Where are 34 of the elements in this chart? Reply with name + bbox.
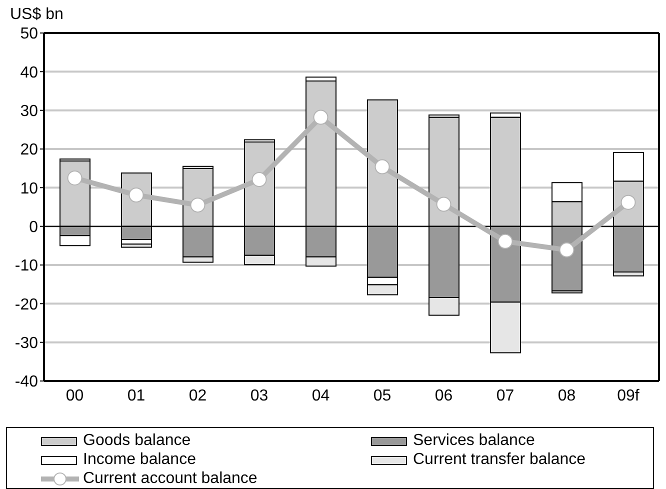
legend-label: Goods balance (83, 431, 191, 450)
y-tick-label: 20 (20, 142, 38, 159)
y-tick-label: 40 (20, 64, 38, 82)
x-tick-label: 03 (250, 387, 268, 404)
y-tick-label: -30 (14, 335, 38, 352)
x-tick-label: 05 (373, 387, 392, 404)
legend-label: Current account balance (83, 469, 258, 488)
legend-label: Services balance (413, 431, 535, 450)
y-tick-label: 10 (20, 180, 38, 198)
x-tick-label: 02 (188, 387, 207, 404)
legend-label: Current transfer balance (413, 450, 586, 469)
y-tick-label: 0 (29, 219, 38, 236)
point (190, 198, 206, 213)
x-tick-label: 01 (127, 387, 146, 404)
y-tick-label: 30 (20, 103, 38, 120)
legend-label: Income balance (83, 450, 196, 469)
point (252, 172, 267, 188)
x-tick-label: 09f (617, 387, 640, 404)
y-tick-label: -10 (14, 258, 38, 275)
point (559, 242, 574, 258)
x-tick-label: 00 (66, 387, 84, 404)
y-tick-label: -40 (14, 374, 38, 391)
point (67, 170, 82, 186)
point (436, 196, 452, 212)
y-tick-label: -20 (14, 296, 38, 314)
y-axis-title: US$ bn (10, 6, 64, 24)
point (313, 110, 328, 125)
x-tick-label: 04 (312, 387, 330, 404)
x-tick-label: 06 (434, 387, 453, 404)
point (374, 159, 390, 174)
x-tick-label: 08 (558, 387, 576, 404)
y-tick-label: 50 (20, 26, 38, 43)
point (498, 234, 513, 249)
x-tick-label: 07 (496, 387, 514, 404)
